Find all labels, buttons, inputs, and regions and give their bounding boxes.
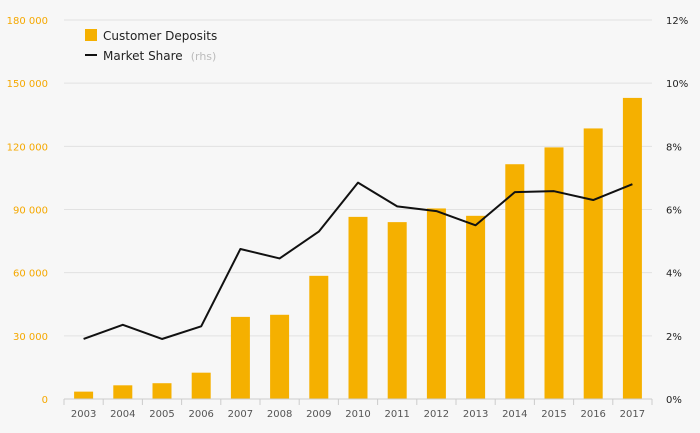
bar [583, 128, 603, 400]
legend-label-market-share-suffix: (rhs) [191, 50, 217, 63]
x-tick-label: 2010 [345, 409, 370, 420]
x-tick-label: 2013 [463, 409, 488, 420]
x-tick-label: 2003 [71, 409, 96, 420]
x-tick-label: 2005 [149, 409, 174, 420]
bar [270, 314, 290, 399]
y-left-tick-label: 60 000 [13, 269, 48, 280]
bar [74, 391, 94, 399]
y-left-tick-label: 120 000 [7, 142, 48, 153]
bar [191, 372, 211, 399]
x-tick-label: 2016 [580, 409, 605, 420]
x-tick-label: 2006 [188, 409, 213, 420]
legend-swatch-deposits [85, 29, 97, 41]
x-tick-label: 2014 [502, 409, 527, 420]
y-left-tick-label: 0 [42, 395, 48, 406]
axes: 0 30 000 60 000 90 000 120 000 150 000 180 000… [7, 16, 689, 420]
bar [466, 215, 486, 399]
bar [387, 222, 407, 399]
x-tick-label: 2017 [620, 409, 645, 420]
legend-label-deposits: Customer Deposits [103, 29, 217, 43]
y-right-tick-label: 6% [666, 206, 682, 217]
bar [426, 208, 446, 399]
x-tick-label: 2007 [228, 409, 253, 420]
y-right-tick-label: 8% [666, 142, 682, 153]
y-left-tick-label: 90 000 [13, 206, 48, 217]
x-tick-label: 2015 [541, 409, 566, 420]
y-right-tick-label: 10% [666, 79, 688, 90]
legend: Customer Deposits Market Share (rhs) [85, 29, 217, 64]
bar [505, 164, 525, 399]
bar [622, 97, 642, 400]
bar [230, 316, 250, 399]
line-series [83, 181, 633, 340]
y-right-tick-label: 2% [666, 332, 682, 343]
bar [152, 383, 172, 399]
y-right-tick-label: 0% [666, 395, 682, 406]
y-right-tick-label: 12% [666, 16, 688, 27]
y-left-tick-label: 150 000 [7, 79, 48, 90]
x-tick-label: 2009 [306, 409, 331, 420]
bar [348, 216, 368, 399]
x-tick-label: 2008 [267, 409, 292, 420]
x-tick-label: 2012 [424, 409, 449, 420]
legend-label-market-share-name: Market Share [103, 49, 183, 63]
y-left-tick-label: 30 000 [13, 332, 48, 343]
legend-label-market-share: Market Share (rhs) [103, 47, 216, 64]
market-share-line [83, 181, 633, 340]
bar-series [74, 97, 642, 400]
y-right-tick-label: 4% [666, 269, 682, 280]
bar [309, 275, 329, 399]
x-tick-label: 2004 [110, 409, 135, 420]
x-tick-label: 2011 [384, 409, 409, 420]
bar [544, 147, 564, 399]
bar [113, 385, 133, 399]
y-left-tick-label: 180 000 [7, 16, 48, 27]
